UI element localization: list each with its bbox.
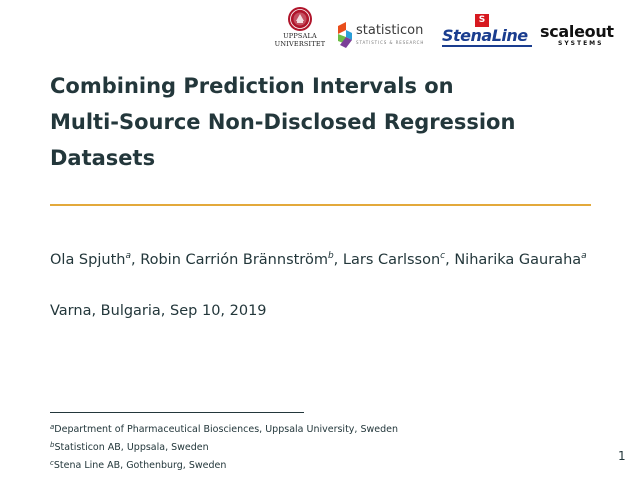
stena-underline — [442, 45, 532, 47]
statisticon-logo: statisticon STATISTICS & RESEARCH — [336, 22, 436, 52]
title-line-3: Datasets — [50, 146, 156, 170]
footnote-rule — [50, 412, 304, 413]
author-2: Robin Carrión Brännströmb, — [140, 251, 339, 269]
footnote-b: bStatisticon AB, Uppsala, Sweden — [50, 441, 209, 454]
venue-date: Varna, Bulgaria, Sep 10, 2019 — [50, 303, 267, 319]
uppsala-university-logo: UPPSALA UNIVERSITET — [270, 6, 330, 48]
uppsala-seal-icon — [288, 7, 312, 31]
title-line-2: Multi-Source Non-Disclosed Regression — [50, 110, 516, 134]
title-divider — [50, 204, 591, 206]
author-list: Ola Spjutha, Robin Carrión Brännströmb, … — [50, 248, 591, 272]
affiliation-footnotes: aDepartment of Pharmaceutical Bioscience… — [50, 421, 398, 475]
statisticon-tagline: STATISTICS & RESEARCH — [356, 40, 425, 45]
uppsala-line2: UNIVERSITET — [274, 40, 326, 48]
author-4: Niharika Gaurahaa — [454, 251, 587, 269]
stena-line-logo: S StenaLine — [442, 14, 534, 50]
footnote-c: cStena Line AB, Gothenburg, Sweden — [50, 459, 227, 472]
author-1: Ola Spjutha, — [50, 251, 136, 269]
slide-title: Combining Prediction Intervals on Multi-… — [50, 68, 610, 176]
stena-flag-icon: S — [475, 14, 489, 27]
uppsala-name: UPPSALA UNIVERSITET — [270, 32, 330, 48]
author-3: Lars Carlssonc, — [342, 251, 450, 269]
scaleout-subtitle: SYSTEMS — [558, 40, 604, 47]
partner-logos: UPPSALA UNIVERSITET statisticon STATISTI… — [270, 6, 630, 56]
page-number: 1 — [618, 449, 626, 463]
scaleout-logo: scaleout SYSTEMS — [540, 22, 626, 52]
statisticon-mark-icon — [338, 22, 352, 48]
footnote-a: aDepartment of Pharmaceutical Bioscience… — [50, 423, 398, 436]
uppsala-line1: UPPSALA — [283, 32, 317, 40]
scaleout-name: scaleout — [540, 22, 614, 41]
stena-line-name: StenaLine — [442, 26, 528, 45]
statisticon-name: statisticon — [356, 23, 424, 38]
title-line-1: Combining Prediction Intervals on — [50, 74, 454, 98]
